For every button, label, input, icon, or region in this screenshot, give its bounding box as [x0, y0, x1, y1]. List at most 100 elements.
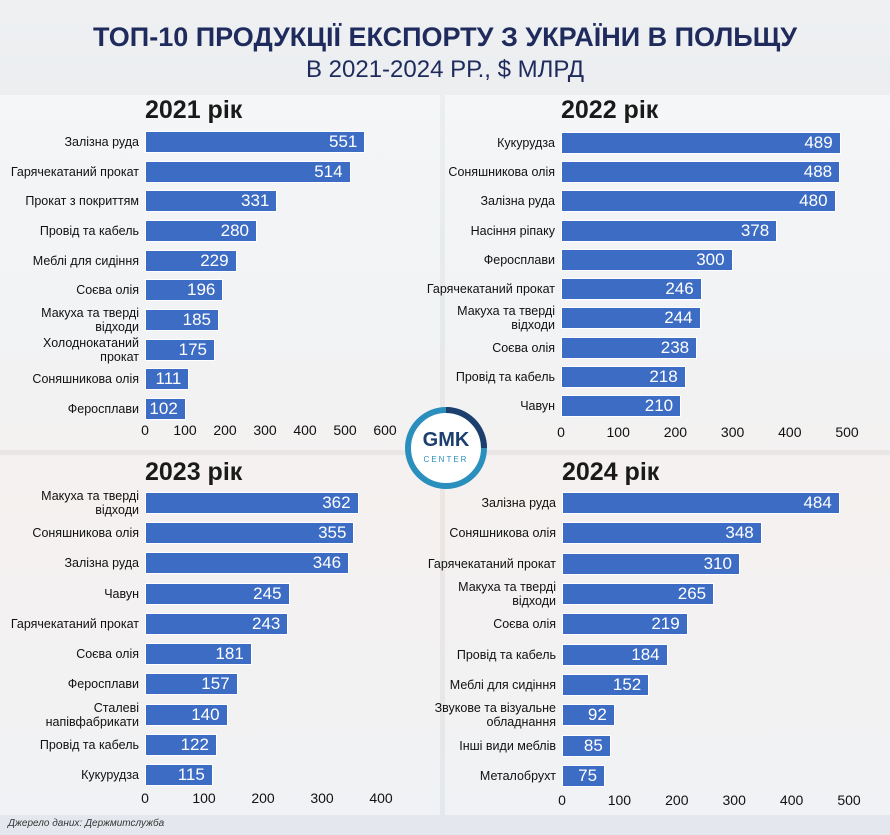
x-tick-label: 500 [333, 422, 357, 438]
bar [145, 703, 228, 726]
x-tick-label: 400 [369, 790, 393, 806]
x-tick-label: 200 [665, 792, 689, 808]
category-label: Соєва олія [493, 617, 556, 632]
value-label: 210 [644, 396, 674, 415]
category-label: Макуха та тверді відходи [41, 489, 139, 517]
bar [562, 583, 715, 605]
subtitle: В 2021-2024 РР., $ МЛРД [305, 56, 584, 83]
value-label: 122 [180, 734, 209, 754]
category-label: Феросплави [483, 252, 555, 267]
value-label: 218 [649, 366, 678, 386]
category-label: Соєва олія [76, 283, 139, 298]
category-label: Холоднокатаний прокат [43, 335, 139, 364]
logo-name: GMK [423, 429, 470, 451]
category-label: Залізна руда [480, 194, 555, 209]
value-label: 362 [322, 493, 351, 512]
value-label: 115 [177, 765, 205, 784]
category-label: Гарячекатаний прокат [10, 616, 139, 631]
category-label: Металобрухт [479, 769, 556, 783]
source: Джерело даних: Держмитслужба [8, 818, 165, 829]
bar [145, 279, 224, 302]
bar [561, 336, 698, 359]
logo-arc [445, 407, 487, 449]
bar [145, 612, 289, 635]
category-label: Насіння ріпаку [470, 223, 555, 238]
title: ТОП-10 ПРОДУКЦІЇ ЕКСПОРТУ З УКРАЇНИ В ПО… [92, 22, 798, 52]
category-label: Гарячекатаний прокат [427, 556, 556, 571]
bar [145, 160, 351, 183]
value-label: 245 [253, 583, 282, 603]
value-label: 378 [740, 220, 770, 240]
bar [145, 398, 186, 420]
bar [561, 132, 841, 154]
bar [145, 309, 219, 331]
category-label: Соєва олія [492, 340, 555, 355]
bar [145, 673, 238, 696]
x-tick-label: 400 [778, 424, 802, 440]
chart-title: 2023 рік [145, 458, 243, 486]
x-tick-label: 200 [251, 790, 275, 806]
category-label: Залізна руда [481, 496, 556, 510]
bar [145, 249, 237, 272]
value-label: 310 [703, 553, 732, 573]
category-label: Макуха та тверді відходи [41, 306, 139, 334]
bar [145, 220, 257, 242]
category-label: Сталеві напівфабрикати [45, 700, 139, 729]
value-label: 75 [578, 766, 598, 785]
value-label: 181 [215, 644, 244, 664]
x-tick-label: 0 [558, 792, 566, 808]
value-label: 140 [191, 704, 220, 724]
value-label: 229 [200, 250, 229, 270]
value-label: 484 [803, 493, 832, 512]
value-label: 280 [220, 221, 249, 240]
bar [562, 492, 840, 514]
bar [562, 704, 615, 727]
bar [562, 765, 606, 787]
value-label: 196 [187, 280, 216, 300]
bar [145, 643, 252, 666]
value-label: 348 [725, 523, 754, 543]
value-label: 85 [583, 735, 603, 755]
bar [561, 395, 682, 417]
x-tick-label: 300 [720, 424, 745, 440]
bar [145, 492, 359, 514]
value-label: 514 [314, 161, 343, 181]
bar [145, 338, 215, 361]
value-label: 246 [665, 279, 694, 299]
bar [145, 552, 350, 575]
bar [145, 522, 355, 545]
bar [561, 161, 841, 184]
category-label: Соняшникова олія [449, 526, 556, 541]
category-label: Соєва олія [76, 647, 139, 662]
chart-title: 2021 рік [145, 96, 243, 124]
category-label: Провід та кабель [39, 737, 139, 752]
bar [561, 219, 778, 242]
value-label: 185 [182, 310, 211, 329]
category-label: Соняшникова олія [448, 165, 555, 180]
x-tick-label: 300 [722, 792, 746, 808]
x-tick-label: 200 [663, 424, 688, 440]
value-label: 92 [587, 705, 607, 725]
value-label: 480 [799, 191, 828, 211]
bar [145, 764, 213, 786]
value-label: 488 [803, 162, 833, 182]
value-label: 219 [651, 614, 680, 634]
bar [561, 365, 686, 388]
x-tick-label: 0 [141, 422, 149, 438]
bar [562, 734, 611, 757]
value-label: 184 [631, 644, 660, 664]
bar [561, 307, 701, 330]
category-label: Чавун [104, 586, 139, 601]
x-tick-label: 100 [607, 792, 632, 808]
category-label: Провід та кабель [39, 224, 139, 238]
category-label: Соняшникова олія [32, 526, 139, 541]
bar [561, 278, 702, 301]
category-label: Гарячекатаний прокат [426, 282, 555, 297]
category-label: Макуха та тверді відходи [457, 304, 555, 333]
bar [562, 552, 740, 575]
x-tick-label: 0 [141, 790, 149, 806]
category-label: Залізна руда [64, 556, 139, 571]
x-tick-label: 0 [557, 424, 565, 440]
value-label: 331 [241, 191, 270, 211]
